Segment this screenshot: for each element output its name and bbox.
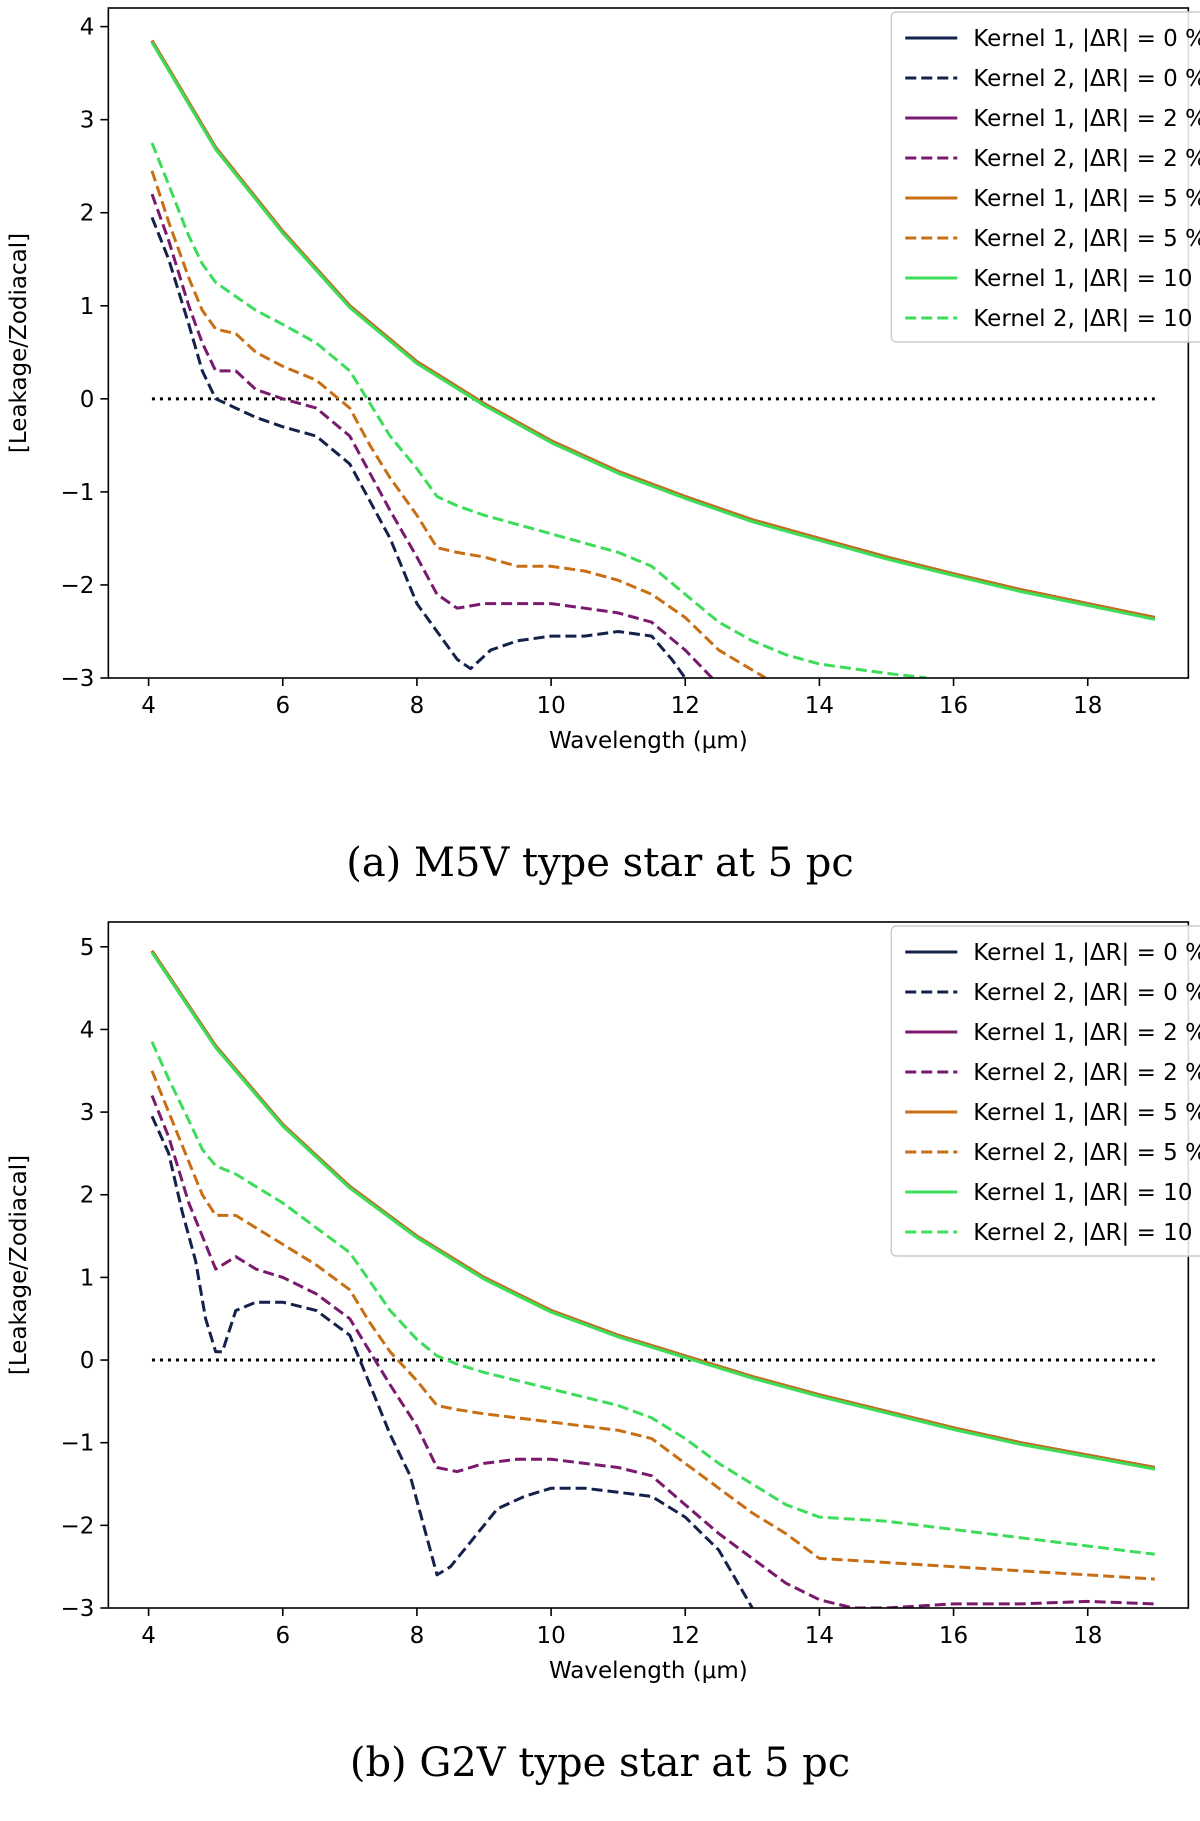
chart-panel-a: 4 6 8 10 12 14 16 18 −3 −2 −1 0 1 2 3 4 Wavelength (μm)[… [0,0,1200,910]
x-tick-label: 6 [275,693,290,719]
x-tick-label: 14 [805,1623,834,1649]
legend-label: Kernel 2, |ΔR| = 5 % [973,1140,1200,1166]
legend-label: Kernel 1, |ΔR| = 2 % [973,1020,1200,1046]
y-tick-label: 2 [80,1183,95,1209]
series-line-kernel1-dr10 [150,951,1156,1471]
y-tick-label: 1 [80,1265,95,1291]
series-line-kernel2-dr10 [150,142,927,678]
x-tick-label: 14 [805,693,834,719]
y-tick-label: 3 [80,1100,95,1126]
y-axis-label: [Leakage/Zodiacal] [6,1155,32,1375]
y-tick-label: 4 [80,15,95,41]
legend-label: Kernel 2, |ΔR| = 10 % [973,1220,1200,1246]
x-tick-label: 6 [275,1623,290,1649]
series-line-kernel2-dr5 [150,170,767,678]
caption-a: (a) M5V type star at 5 pc [346,840,854,886]
plot-frame [107,921,1190,1609]
x-tick-label: 12 [671,1623,700,1649]
x-tick-label: 10 [536,1623,565,1649]
y-tick-label: −2 [60,1513,94,1539]
legend-label: Kernel 2, |ΔR| = 0 % [973,980,1200,1006]
y-axis-label: [Leakage/Zodiacal] [6,233,32,453]
legend-label: Kernel 1, |ΔR| = 5 % [973,186,1200,212]
y-tick-label: −3 [60,666,94,692]
y-tick-label: 2 [80,201,95,227]
legend-label: Kernel 2, |ΔR| = 2 % [973,146,1200,172]
x-tick-label: 4 [141,693,156,719]
x-axis-label: Wavelength (μm) [549,1658,748,1684]
x-axis-label: Wavelength (μm) [549,728,748,754]
legend-label: Kernel 2, |ΔR| = 5 % [973,226,1200,252]
legend-label: Kernel 2, |ΔR| = 0 % [973,66,1200,92]
series-line-kernel2-dr10 [150,1041,1155,1556]
x-tick-label: 8 [410,693,425,719]
legend-label: Kernel 1, |ΔR| = 10 % [973,266,1200,292]
y-tick-label: −3 [60,1596,94,1622]
legend-label: Kernel 1, |ΔR| = 5 % [973,1100,1200,1126]
y-tick-label: −1 [60,1431,94,1457]
legend-label: Kernel 2, |ΔR| = 10 % [973,306,1200,332]
y-tick-label: −2 [60,573,94,599]
x-tick-label: 4 [141,1623,156,1649]
series-line-kernel2-dr2 [150,1095,1155,1608]
y-tick-label: 1 [80,294,95,320]
series-line-kernel2-dr2 [150,193,714,678]
legend-label: Kernel 1, |ΔR| = 0 % [973,940,1200,966]
legend-label: Kernel 1, |ΔR| = 2 % [973,106,1200,132]
y-tick-label: 0 [80,387,95,413]
x-tick-label: 18 [1073,1623,1102,1649]
plot-frame [107,7,1190,679]
y-tick-label: 5 [80,935,95,961]
x-tick-label: 12 [671,693,700,719]
y-tick-label: −1 [60,480,94,506]
caption-b: (b) G2V type star at 5 pc [349,1740,851,1786]
chart-panel-b: 4 6 8 10 12 14 16 18 −3 −2 −1 0 1 2 3 4 5 Wavelength (μm)… [0,910,1200,1821]
y-tick-label: 3 [80,108,95,134]
legend-box [890,11,1200,343]
x-tick-label: 10 [536,693,565,719]
legend-label: Kernel 1, |ΔR| = 10 % [973,1180,1200,1206]
legend-label: Kernel 2, |ΔR| = 2 % [973,1060,1200,1086]
legend-label: Kernel 1, |ΔR| = 0 % [973,26,1200,52]
series-line-kernel2-dr0 [150,1115,754,1608]
x-tick-label: 16 [939,1623,968,1649]
x-tick-label: 16 [939,693,968,719]
legend-box [890,925,1200,1257]
x-tick-label: 18 [1073,693,1102,719]
series-line-kernel2-dr5 [150,1070,1155,1581]
x-tick-label: 8 [410,1623,425,1649]
y-tick-label: 0 [80,1348,95,1374]
series-line-kernel2-dr0 [150,216,687,678]
y-tick-label: 4 [80,1017,95,1043]
series-line-kernel1-dr10 [150,41,1156,621]
